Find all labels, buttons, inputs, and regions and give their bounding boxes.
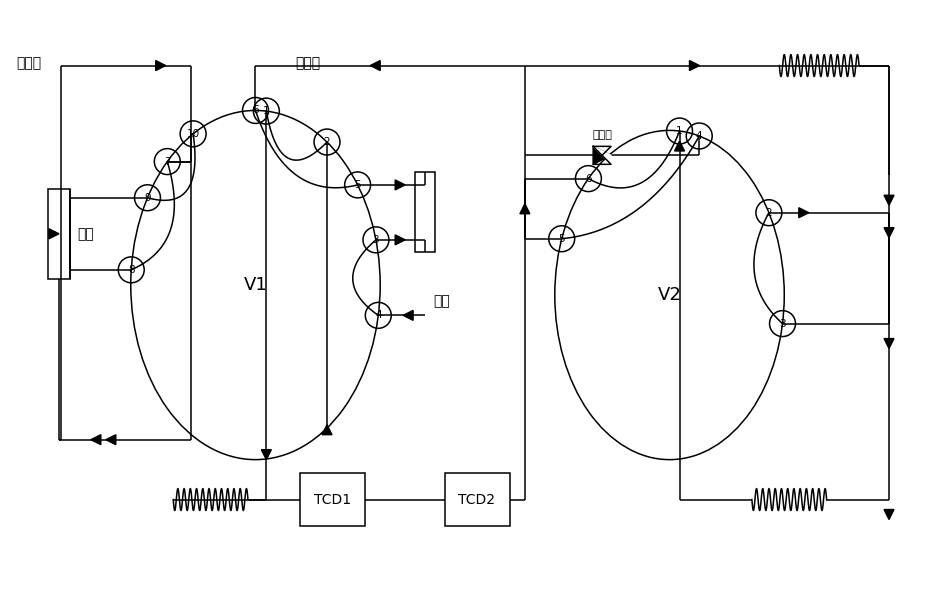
Text: 6: 6 — [252, 105, 259, 116]
Polygon shape — [370, 60, 380, 71]
Polygon shape — [884, 509, 894, 520]
Polygon shape — [593, 146, 611, 165]
Text: 3: 3 — [373, 235, 379, 245]
Polygon shape — [884, 339, 894, 348]
Bar — [300, 473, 365, 526]
Text: 3: 3 — [779, 319, 786, 329]
Polygon shape — [689, 60, 699, 71]
Polygon shape — [884, 195, 894, 205]
Polygon shape — [49, 229, 59, 239]
Text: 样品出: 样品出 — [16, 56, 41, 71]
Bar — [48, 189, 70, 279]
Polygon shape — [155, 60, 166, 71]
Text: 样品入: 样品入 — [296, 56, 321, 71]
Text: 1: 1 — [676, 126, 683, 136]
Text: 4: 4 — [696, 131, 702, 141]
Text: 9: 9 — [144, 193, 151, 203]
Text: 载气: 载气 — [433, 295, 450, 309]
Polygon shape — [395, 235, 405, 245]
Text: 2: 2 — [765, 208, 772, 218]
Text: 5: 5 — [558, 234, 565, 244]
Polygon shape — [799, 208, 809, 218]
Polygon shape — [403, 310, 413, 320]
Polygon shape — [106, 435, 116, 445]
Text: V2: V2 — [658, 286, 682, 304]
Text: TCD1: TCD1 — [313, 492, 351, 506]
Text: TCD2: TCD2 — [458, 492, 496, 506]
Text: 1: 1 — [263, 106, 270, 116]
Text: 10: 10 — [187, 129, 200, 139]
Bar — [415, 172, 435, 252]
Polygon shape — [395, 180, 405, 190]
Polygon shape — [520, 204, 530, 214]
Text: 5: 5 — [354, 180, 361, 190]
Polygon shape — [322, 425, 332, 435]
Text: 7: 7 — [164, 157, 170, 166]
Text: 8: 8 — [128, 265, 135, 275]
Text: 4: 4 — [375, 310, 381, 321]
Text: 2: 2 — [324, 137, 330, 147]
Text: V1: V1 — [244, 276, 267, 294]
Polygon shape — [884, 227, 894, 238]
Text: 载气: 载气 — [77, 227, 94, 241]
Text: 6: 6 — [585, 174, 591, 183]
Polygon shape — [91, 435, 100, 445]
Polygon shape — [674, 141, 684, 151]
Polygon shape — [261, 450, 272, 460]
Polygon shape — [593, 146, 611, 165]
Bar — [445, 473, 510, 526]
Text: 限尼阀: 限尼阀 — [592, 130, 612, 140]
